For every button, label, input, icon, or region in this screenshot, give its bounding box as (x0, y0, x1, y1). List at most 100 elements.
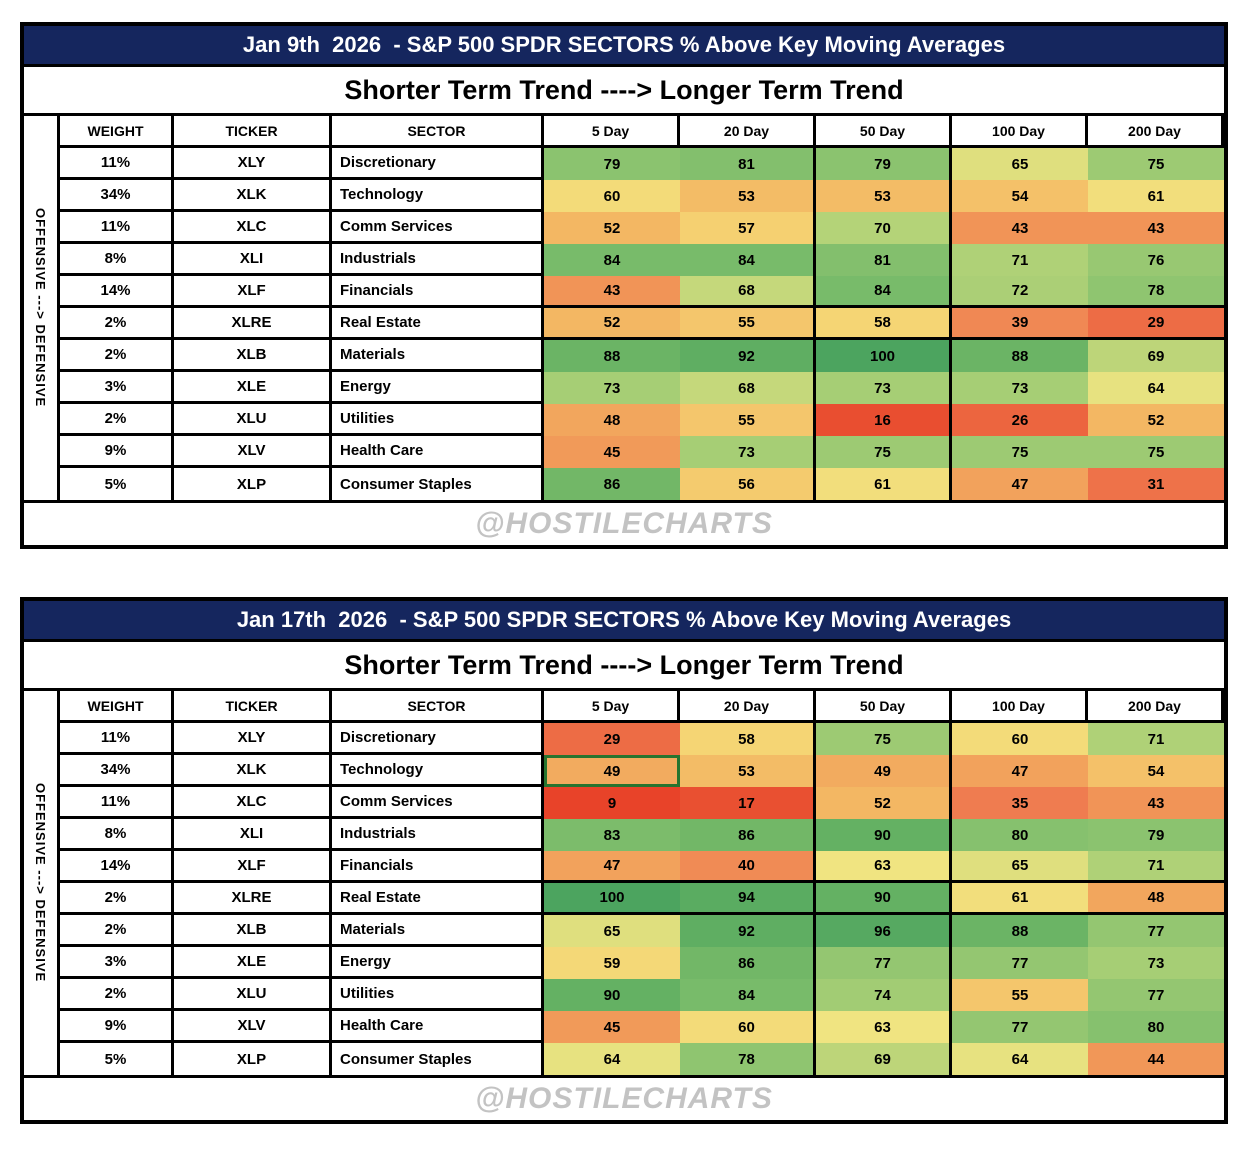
heatmap-cell: 68 (680, 372, 816, 404)
heatmap-cell: 43 (544, 276, 680, 308)
heatmap-cell: 53 (680, 755, 816, 787)
heatmap-cell: 29 (544, 723, 680, 755)
ticker-cell: XLE (174, 372, 332, 404)
ticker-cell: XLF (174, 276, 332, 308)
heatmap-cell: 81 (816, 244, 952, 276)
weight-cell: 11% (60, 148, 174, 180)
heatmap-cell: 100 (816, 340, 952, 372)
heatmap-cell: 79 (544, 148, 680, 180)
heatmap-cell: 64 (1088, 372, 1224, 404)
heatmap-cell: 60 (952, 723, 1088, 755)
column-header-weight: WEIGHT (60, 691, 174, 723)
weight-cell: 9% (60, 436, 174, 468)
row-axis-label: OFFENSIVE ---> DEFENSIVE (24, 691, 60, 1075)
ticker-cell: XLRE (174, 308, 332, 340)
heatmap-cell: 17 (680, 787, 816, 819)
column-header-5-day: 5 Day (544, 116, 680, 148)
weight-cell: 8% (60, 244, 174, 276)
heatmap-cell: 64 (544, 1043, 680, 1075)
heatmap-cell: 90 (544, 979, 680, 1011)
heatmap-cell: 54 (1088, 755, 1224, 787)
sector-cell: Energy (332, 947, 544, 979)
table-title-bar: Jan 17th 2026 - S&P 500 SPDR SECTORS % A… (24, 601, 1224, 642)
weight-cell: 2% (60, 340, 174, 372)
heatmap-cell: 48 (1088, 883, 1224, 915)
heatmap-cell: 86 (680, 947, 816, 979)
column-header-100-day: 100 Day (952, 691, 1088, 723)
heatmap-cell: 58 (680, 723, 816, 755)
heatmap-cell: 60 (544, 180, 680, 212)
heatmap-cell: 88 (952, 915, 1088, 947)
heatmap-cell: 83 (544, 819, 680, 851)
watermark: @HOSTILECHARTS (24, 1075, 1224, 1120)
table-title: Jan 9th 2026 - S&P 500 SPDR SECTORS % Ab… (242, 32, 1006, 57)
heatmap-cell: 79 (1088, 819, 1224, 851)
ticker-cell: XLK (174, 755, 332, 787)
heatmap-cell: 80 (952, 819, 1088, 851)
sector-cell: Utilities (332, 404, 544, 436)
heatmap-cell: 88 (952, 340, 1088, 372)
heatmap-cell: 61 (1088, 180, 1224, 212)
sector-cell: Industrials (332, 819, 544, 851)
sector-cell: Health Care (332, 1011, 544, 1043)
sector-cell: Financials (332, 851, 544, 883)
heatmap-cell: 77 (1088, 979, 1224, 1011)
heatmap-cell: 86 (680, 819, 816, 851)
weight-cell: 9% (60, 1011, 174, 1043)
heatmap-cell: 45 (544, 436, 680, 468)
ticker-cell: XLRE (174, 883, 332, 915)
heatmap-cell: 90 (816, 883, 952, 915)
heatmap-cell: 90 (816, 819, 952, 851)
heatmap-cell: 55 (680, 404, 816, 436)
heatmap-cell: 92 (680, 915, 816, 947)
heatmap-cell: 29 (1088, 308, 1224, 340)
heatmap-cell: 77 (816, 947, 952, 979)
ticker-cell: XLU (174, 979, 332, 1011)
heatmap-cell: 43 (1088, 787, 1224, 819)
heatmap-cell: 61 (816, 468, 952, 500)
heatmap-cell: 57 (680, 212, 816, 244)
weight-cell: 11% (60, 212, 174, 244)
heatmap-cell: 96 (816, 915, 952, 947)
heatmap-cell: 56 (680, 468, 816, 500)
column-header-20-day: 20 Day (680, 116, 816, 148)
heatmap-cell: 73 (1088, 947, 1224, 979)
weight-cell: 5% (60, 468, 174, 500)
heatmap-cell: 9 (544, 787, 680, 819)
heatmap-cell: 72 (952, 276, 1088, 308)
heatmap-cell: 80 (1088, 1011, 1224, 1043)
ticker-cell: XLY (174, 723, 332, 755)
heatmap-cell: 64 (952, 1043, 1088, 1075)
column-header-5-day: 5 Day (544, 691, 680, 723)
heatmap-grid: OFFENSIVE ---> DEFENSIVE WEIGHT TICKER SECT… (24, 116, 1224, 500)
column-header-100-day: 100 Day (952, 116, 1088, 148)
column-header-ticker: TICKER (174, 691, 332, 723)
heatmap-cell: 40 (680, 851, 816, 883)
heatmap-cell: 74 (816, 979, 952, 1011)
heatmap-cell: 75 (816, 436, 952, 468)
ticker-cell: XLE (174, 947, 332, 979)
weight-cell: 8% (60, 819, 174, 851)
weight-cell: 14% (60, 851, 174, 883)
ticker-cell: XLC (174, 212, 332, 244)
heatmap-cell: 71 (1088, 723, 1224, 755)
ticker-cell: XLI (174, 244, 332, 276)
heatmap-cell: 71 (1088, 851, 1224, 883)
heatmap-cell: 49 (544, 755, 680, 787)
heatmap-cell: 52 (816, 787, 952, 819)
heatmap-cell: 92 (680, 340, 816, 372)
heatmap-cell: 84 (680, 244, 816, 276)
sector-cell: Technology (332, 180, 544, 212)
heatmap-cell: 63 (816, 851, 952, 883)
heatmap-cell: 47 (952, 468, 1088, 500)
heatmap-grid: OFFENSIVE ---> DEFENSIVE WEIGHT TICKER SECT… (24, 691, 1224, 1075)
sector-cell: Real Estate (332, 308, 544, 340)
table-board-jan-17th: Jan 17th 2026 - S&P 500 SPDR SECTORS % A… (20, 597, 1228, 1124)
ticker-cell: XLV (174, 1011, 332, 1043)
column-header-20-day: 20 Day (680, 691, 816, 723)
heatmap-cell: 70 (816, 212, 952, 244)
heatmap-cell: 78 (680, 1043, 816, 1075)
column-header-sector: SECTOR (332, 116, 544, 148)
heatmap-cell: 71 (952, 244, 1088, 276)
